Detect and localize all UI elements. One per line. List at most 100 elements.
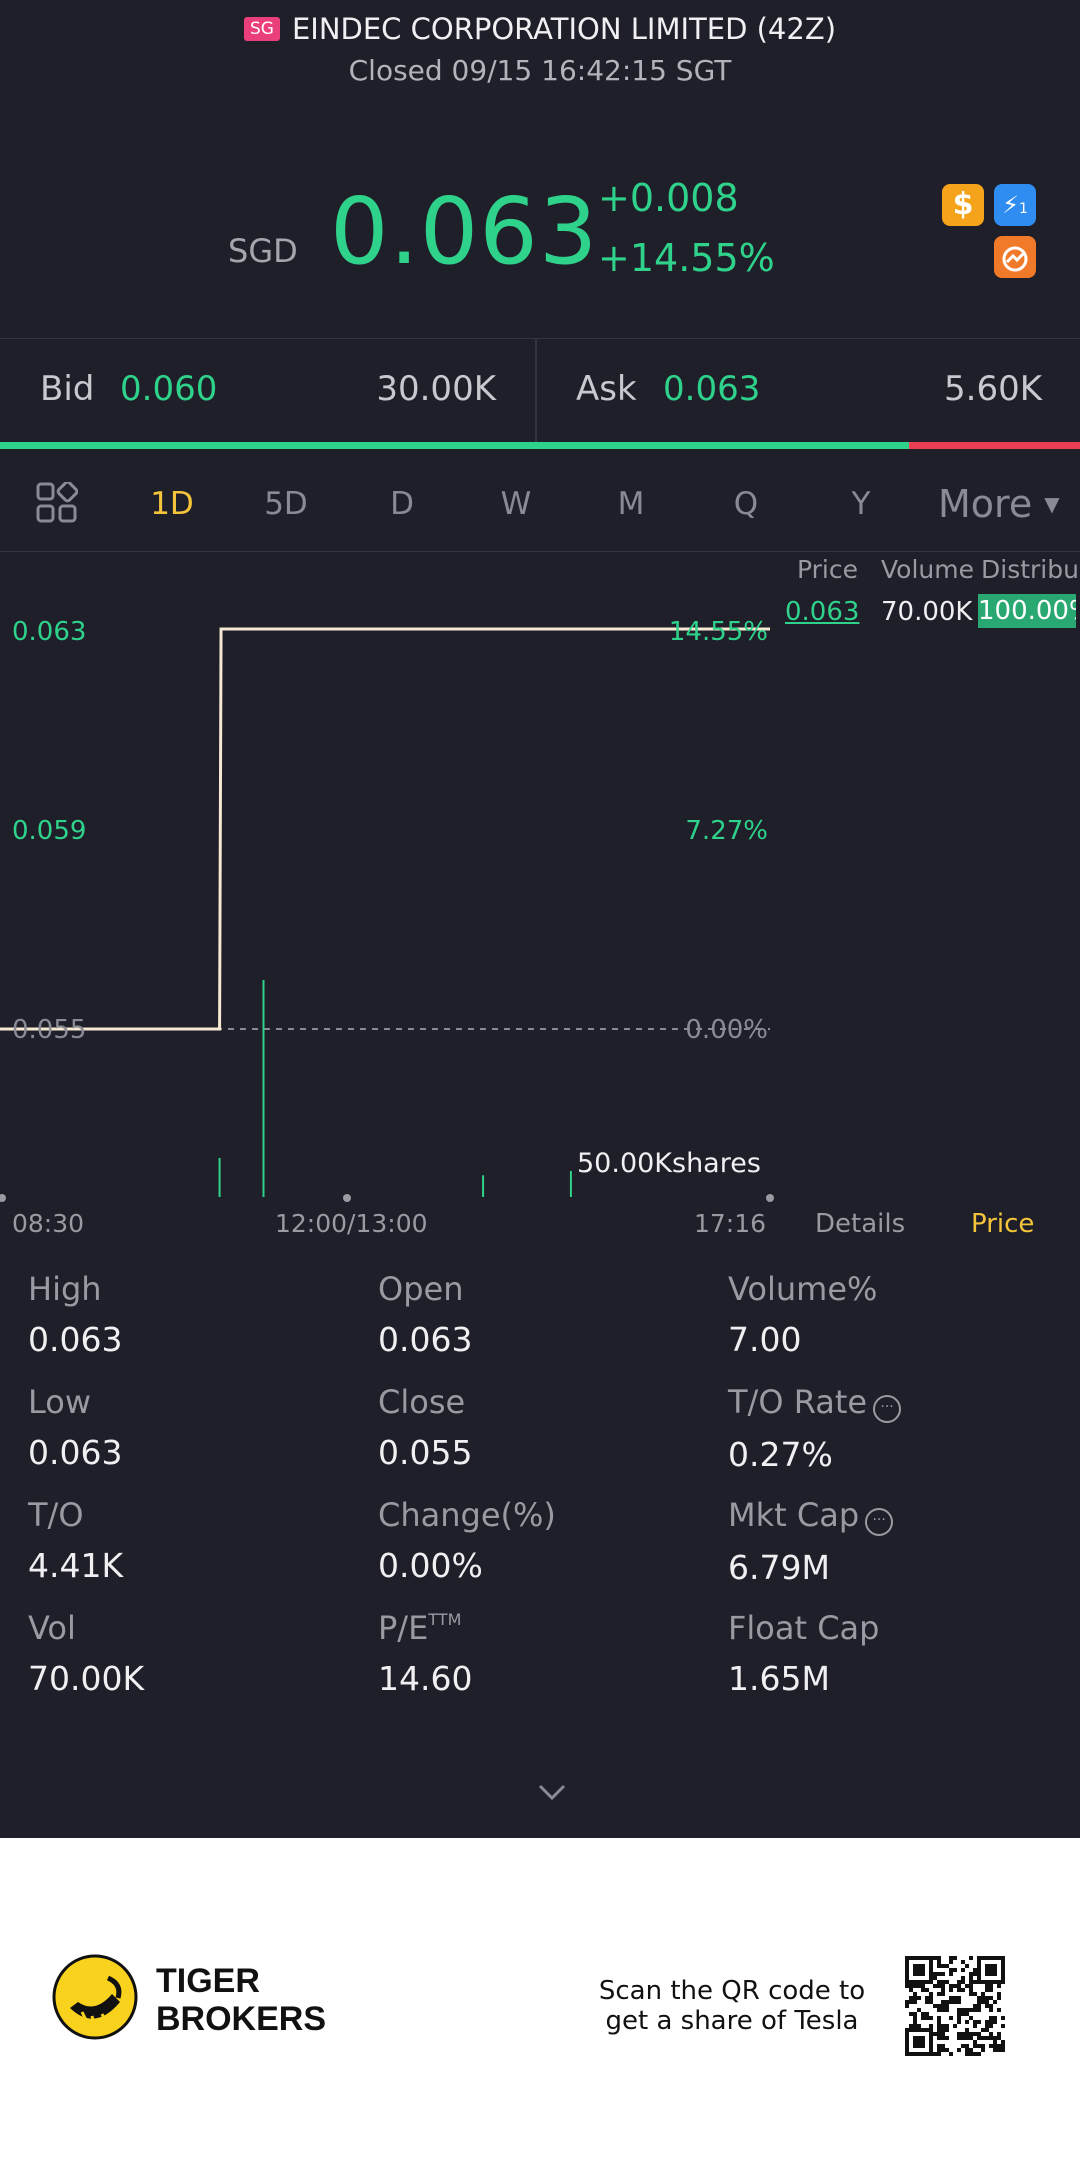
stat-high: High 0.063 bbox=[28, 1270, 122, 1359]
tab-m[interactable]: M bbox=[617, 486, 645, 522]
dist-header-volume: Volume bbox=[881, 555, 974, 584]
stat-p-e: P/ETTM 14.60 bbox=[378, 1609, 472, 1698]
stat-value: 1.65M bbox=[728, 1659, 830, 1698]
pct-tick-label: 14.55% bbox=[668, 617, 768, 647]
pct-tick-label: 7.27% bbox=[685, 816, 768, 846]
brand-name: TIGER BROKERS bbox=[156, 1962, 326, 2038]
tab-q[interactable]: Q bbox=[733, 486, 759, 522]
stat-label: Change(%) bbox=[378, 1496, 556, 1534]
bid-price: 0.060 bbox=[120, 369, 218, 409]
stat-vol: Vol 70.00K bbox=[28, 1609, 144, 1698]
stat-value: 70.00K bbox=[28, 1659, 145, 1698]
stat-close: Close 0.055 bbox=[378, 1383, 472, 1472]
stat-label: High bbox=[28, 1270, 122, 1308]
stat-value: 7.00 bbox=[728, 1320, 802, 1359]
more-tab[interactable]: More ▼ bbox=[938, 482, 1060, 526]
axis-dot bbox=[343, 1194, 351, 1202]
flash-icon[interactable]: ⚡1 bbox=[994, 184, 1036, 226]
bid-ask-ratio-bar bbox=[0, 442, 1080, 449]
period-tabs: 1D 5D D W M Q Y More ▼ bbox=[0, 460, 1080, 552]
bid-ask-panel: Bid 0.060 30.00K Ask 0.063 5.60K bbox=[0, 338, 1080, 447]
layout-grid-icon[interactable] bbox=[36, 482, 78, 524]
qr-code-icon[interactable] bbox=[905, 1956, 1005, 2056]
stat-label-text: Vol bbox=[28, 1609, 76, 1647]
stat-value: 4.41K bbox=[28, 1546, 124, 1585]
company-name: EINDEC CORPORATION LIMITED (42Z) bbox=[291, 12, 837, 46]
stat-label-text: High bbox=[28, 1270, 102, 1308]
stock-title: SG EINDEC CORPORATION LIMITED (42Z) bbox=[0, 12, 1080, 46]
tab-y[interactable]: Y bbox=[851, 486, 871, 522]
stat-value: 0.063 bbox=[28, 1320, 123, 1359]
ask-label: Ask bbox=[576, 369, 637, 409]
more-info-icon[interactable]: ··· bbox=[865, 1508, 894, 1536]
bid-size: 30.00K bbox=[376, 369, 496, 409]
tab-1d[interactable]: 1D bbox=[150, 486, 194, 522]
more-label: More bbox=[938, 482, 1033, 526]
market-status: Closed 09/15 16:42:15 SGT bbox=[348, 54, 732, 87]
stat-label: T/O Rate ··· bbox=[728, 1383, 902, 1423]
caret-down-icon: ▼ bbox=[1044, 492, 1060, 516]
dist-row-volume: 70.00K bbox=[881, 597, 973, 627]
stat-label: Vol bbox=[28, 1609, 144, 1647]
stat-volume: Volume% 7.00 bbox=[728, 1270, 877, 1359]
bid-ratio-fill bbox=[0, 442, 910, 449]
dist-row-distribution: 100.00% bbox=[978, 594, 1076, 628]
tab-5d[interactable]: 5D bbox=[264, 486, 308, 522]
stat-label: Mkt Cap ··· bbox=[728, 1496, 894, 1536]
price-change-pct: +14.55% bbox=[598, 236, 775, 280]
tab-d[interactable]: D bbox=[390, 486, 414, 522]
tab-w[interactable]: W bbox=[500, 486, 532, 522]
bid-ask-divider bbox=[535, 339, 537, 447]
stat-label-text: P/E bbox=[378, 1609, 429, 1647]
stat-label-text: Open bbox=[378, 1270, 464, 1308]
stat-mkt-cap: Mkt Cap ··· 6.79M bbox=[728, 1496, 894, 1587]
tab-details[interactable]: Details bbox=[815, 1209, 906, 1239]
brand-line-2: BROKERS bbox=[156, 2000, 327, 2038]
stat-value: 0.00% bbox=[378, 1546, 483, 1585]
stat-open: Open 0.063 bbox=[378, 1270, 472, 1359]
stat-float-cap: Float Cap 1.65M bbox=[728, 1609, 879, 1698]
flash-icon-sub: 1 bbox=[1018, 201, 1028, 217]
stat-label: Close bbox=[378, 1383, 472, 1421]
tab-price[interactable]: Price bbox=[971, 1209, 1035, 1239]
y-tick-label: 0.055 bbox=[12, 1015, 87, 1045]
x-tick-label: 12:00/13:00 bbox=[275, 1209, 428, 1238]
dollar-icon[interactable]: $ bbox=[942, 184, 984, 226]
dist-row-price: 0.063 bbox=[785, 597, 860, 627]
chevron-down-icon[interactable] bbox=[536, 1780, 568, 1804]
volume-axis-label: 50.00Kshares bbox=[577, 1148, 761, 1179]
stat-value: 14.60 bbox=[378, 1659, 473, 1698]
dist-header-distribution: Distribu bbox=[981, 555, 1079, 584]
stat-change: Change(%) 0.00% bbox=[378, 1496, 556, 1585]
x-tick-label: 17:16 bbox=[694, 1209, 767, 1238]
stat-label: Volume% bbox=[728, 1270, 877, 1308]
more-info-icon[interactable]: ··· bbox=[873, 1395, 902, 1423]
stat-label: T/O bbox=[28, 1496, 123, 1534]
price-change: +0.008 bbox=[598, 176, 739, 220]
stat-label-text: Float Cap bbox=[728, 1609, 880, 1647]
promo-line-2: get a share of Tesla bbox=[605, 2006, 859, 2036]
chart-icon[interactable] bbox=[994, 236, 1036, 278]
ask-price: 0.063 bbox=[663, 369, 761, 409]
ask-size: 5.60K bbox=[944, 369, 1042, 409]
intraday-chart-area[interactable] bbox=[0, 553, 1080, 1233]
y-tick-label: 0.063 bbox=[12, 617, 87, 647]
stat-label-text: Close bbox=[378, 1383, 466, 1421]
bid-label: Bid bbox=[40, 369, 95, 409]
y-tick-label: 0.059 bbox=[12, 816, 87, 846]
last-price: 0.063 bbox=[330, 178, 599, 285]
stat-label-text: T/O Rate bbox=[728, 1383, 868, 1421]
promo-line-1: Scan the QR code to bbox=[598, 1976, 866, 2006]
stat-label: Low bbox=[28, 1383, 122, 1421]
stat-label: P/ETTM bbox=[378, 1609, 472, 1647]
axis-dot bbox=[766, 1194, 774, 1202]
stat-value: 0.055 bbox=[378, 1433, 473, 1472]
stat-value: 6.79M bbox=[728, 1548, 830, 1587]
stat-value: 0.27% bbox=[728, 1435, 833, 1474]
stat-label: Float Cap bbox=[728, 1609, 879, 1647]
stat-label-text: Change(%) bbox=[378, 1496, 556, 1534]
dist-header-price: Price bbox=[797, 555, 858, 584]
stat-label-text: Volume% bbox=[728, 1270, 878, 1308]
market-badge: SG bbox=[243, 17, 280, 41]
axis-dot bbox=[0, 1194, 6, 1202]
